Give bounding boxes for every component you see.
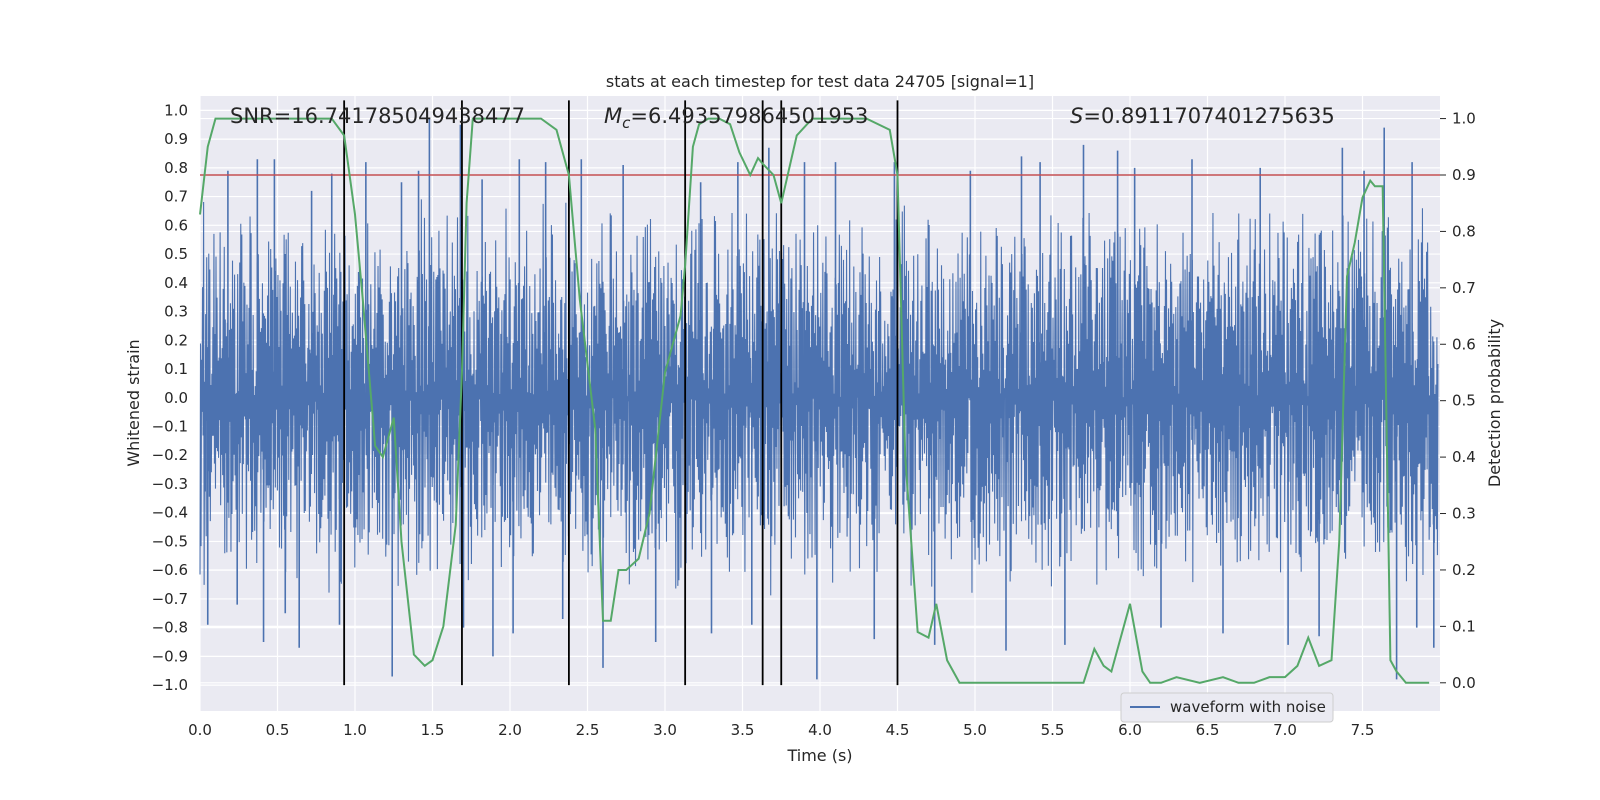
right-y-tick-label: 0.5 [1452, 392, 1476, 410]
left-y-axis-ticks: 1.0 0.9 0.8 0.7 0.6 0.5 0.4 0.3 0.2 0.1 0.0 −0.1 −0.… [152, 101, 188, 694]
waveform-series [199, 118, 1439, 680]
right-y-tick-label: 0.7 [1452, 279, 1476, 297]
legend-box [1120, 692, 1334, 723]
right-y-tick-label: 0.9 [1452, 166, 1476, 184]
right-y-tick-label: 1.0 [1452, 110, 1476, 128]
chirp-mass-annotation: Mc=6.493579864501953 [604, 104, 868, 132]
right-y-tick-label: 0.6 [1452, 335, 1476, 353]
left-y-tick-label: −0.3 [152, 475, 188, 493]
left-y-axis-label: Whitened strain [124, 339, 143, 466]
left-y-tick-label: 0.0 [164, 389, 188, 407]
left-y-tick-label: 0.6 [164, 216, 188, 234]
left-y-tick-label: 0.5 [164, 245, 188, 263]
right-y-tick-label: 0.1 [1452, 617, 1476, 635]
right-y-tick-label: 0.2 [1452, 561, 1476, 579]
x-tick-label: 6.5 [1196, 721, 1220, 739]
left-y-tick-label: −0.6 [152, 561, 188, 579]
score-symbol: S [1070, 104, 1083, 128]
left-y-tick-label: −0.9 [152, 647, 188, 665]
score-value: =0.8911707401275635 [1083, 104, 1334, 128]
left-y-tick-label: 0.7 [164, 188, 188, 206]
left-y-tick-label: −0.8 [152, 619, 188, 637]
x-tick-label: 0.0 [188, 721, 212, 739]
left-y-tick-label: −0.2 [152, 446, 188, 464]
left-y-tick-label: −0.4 [152, 504, 188, 522]
left-y-tick-label: 0.1 [164, 360, 188, 378]
x-tick-label: 7.5 [1351, 721, 1375, 739]
chirp-mass-value: =6.493579864501953 [630, 104, 868, 128]
x-axis-label: Time (s) [786, 746, 852, 765]
left-y-tick-label: 0.4 [164, 274, 188, 292]
left-y-tick-label: 0.8 [164, 159, 188, 177]
score-annotation: S=0.8911707401275635 [1070, 104, 1335, 128]
chart-title: stats at each timestep for test data 247… [606, 72, 1034, 91]
x-tick-label: 4.0 [808, 721, 832, 739]
x-tick-label: 2.0 [498, 721, 522, 739]
legend: waveform with noise [1120, 692, 1334, 723]
left-y-tick-label: 0.9 [164, 130, 188, 148]
legend-label: waveform with noise [1170, 698, 1326, 716]
x-tick-label: 1.0 [343, 721, 367, 739]
left-y-tick-label: −0.7 [152, 590, 188, 608]
x-tick-label: 6.0 [1118, 721, 1142, 739]
probability-series [199, 117, 1430, 684]
x-tick-label: 3.5 [731, 721, 755, 739]
chirp-mass-symbol: M [604, 104, 622, 128]
left-y-tick-label: 0.3 [164, 303, 188, 321]
right-y-tick-label: 0.8 [1452, 222, 1476, 240]
x-tick-label: 7.0 [1273, 721, 1297, 739]
right-y-tick-label: 0.4 [1452, 448, 1476, 466]
x-axis-ticks: 0.0 0.5 1.0 1.5 2.0 2.5 3.0 3.5 4.0 4.5 5.0 5.5 6.0 6… [188, 721, 1374, 739]
x-tick-label: 5.5 [1041, 721, 1065, 739]
left-y-tick-label: −1.0 [152, 676, 188, 694]
x-tick-label: 4.5 [886, 721, 910, 739]
right-y-axis-ticks: 1.0 0.9 0.8 0.7 0.6 0.5 0.4 0.3 0.2 0.1 0.0 [1440, 110, 1476, 692]
snr-annotation: SNR=16.741785049438477 [230, 104, 525, 128]
left-y-tick-label: −0.5 [152, 532, 188, 550]
right-y-axis-label: Detection probability [1485, 319, 1504, 487]
x-tick-label: 3.0 [653, 721, 677, 739]
chirp-mass-subscript: c [622, 114, 631, 132]
probability-line [199, 117, 1430, 684]
waveform-line [199, 199, 1439, 596]
left-y-tick-label: 0.2 [164, 331, 188, 349]
left-y-tick-label: −0.1 [152, 417, 188, 435]
x-tick-label: 0.5 [266, 721, 290, 739]
x-tick-label: 1.5 [421, 721, 445, 739]
right-y-tick-label: 0.0 [1452, 674, 1476, 692]
x-tick-label: 5.0 [963, 721, 987, 739]
left-y-tick-label: 1.0 [164, 101, 188, 119]
x-tick-label: 2.5 [576, 721, 600, 739]
right-y-tick-label: 0.3 [1452, 505, 1476, 523]
